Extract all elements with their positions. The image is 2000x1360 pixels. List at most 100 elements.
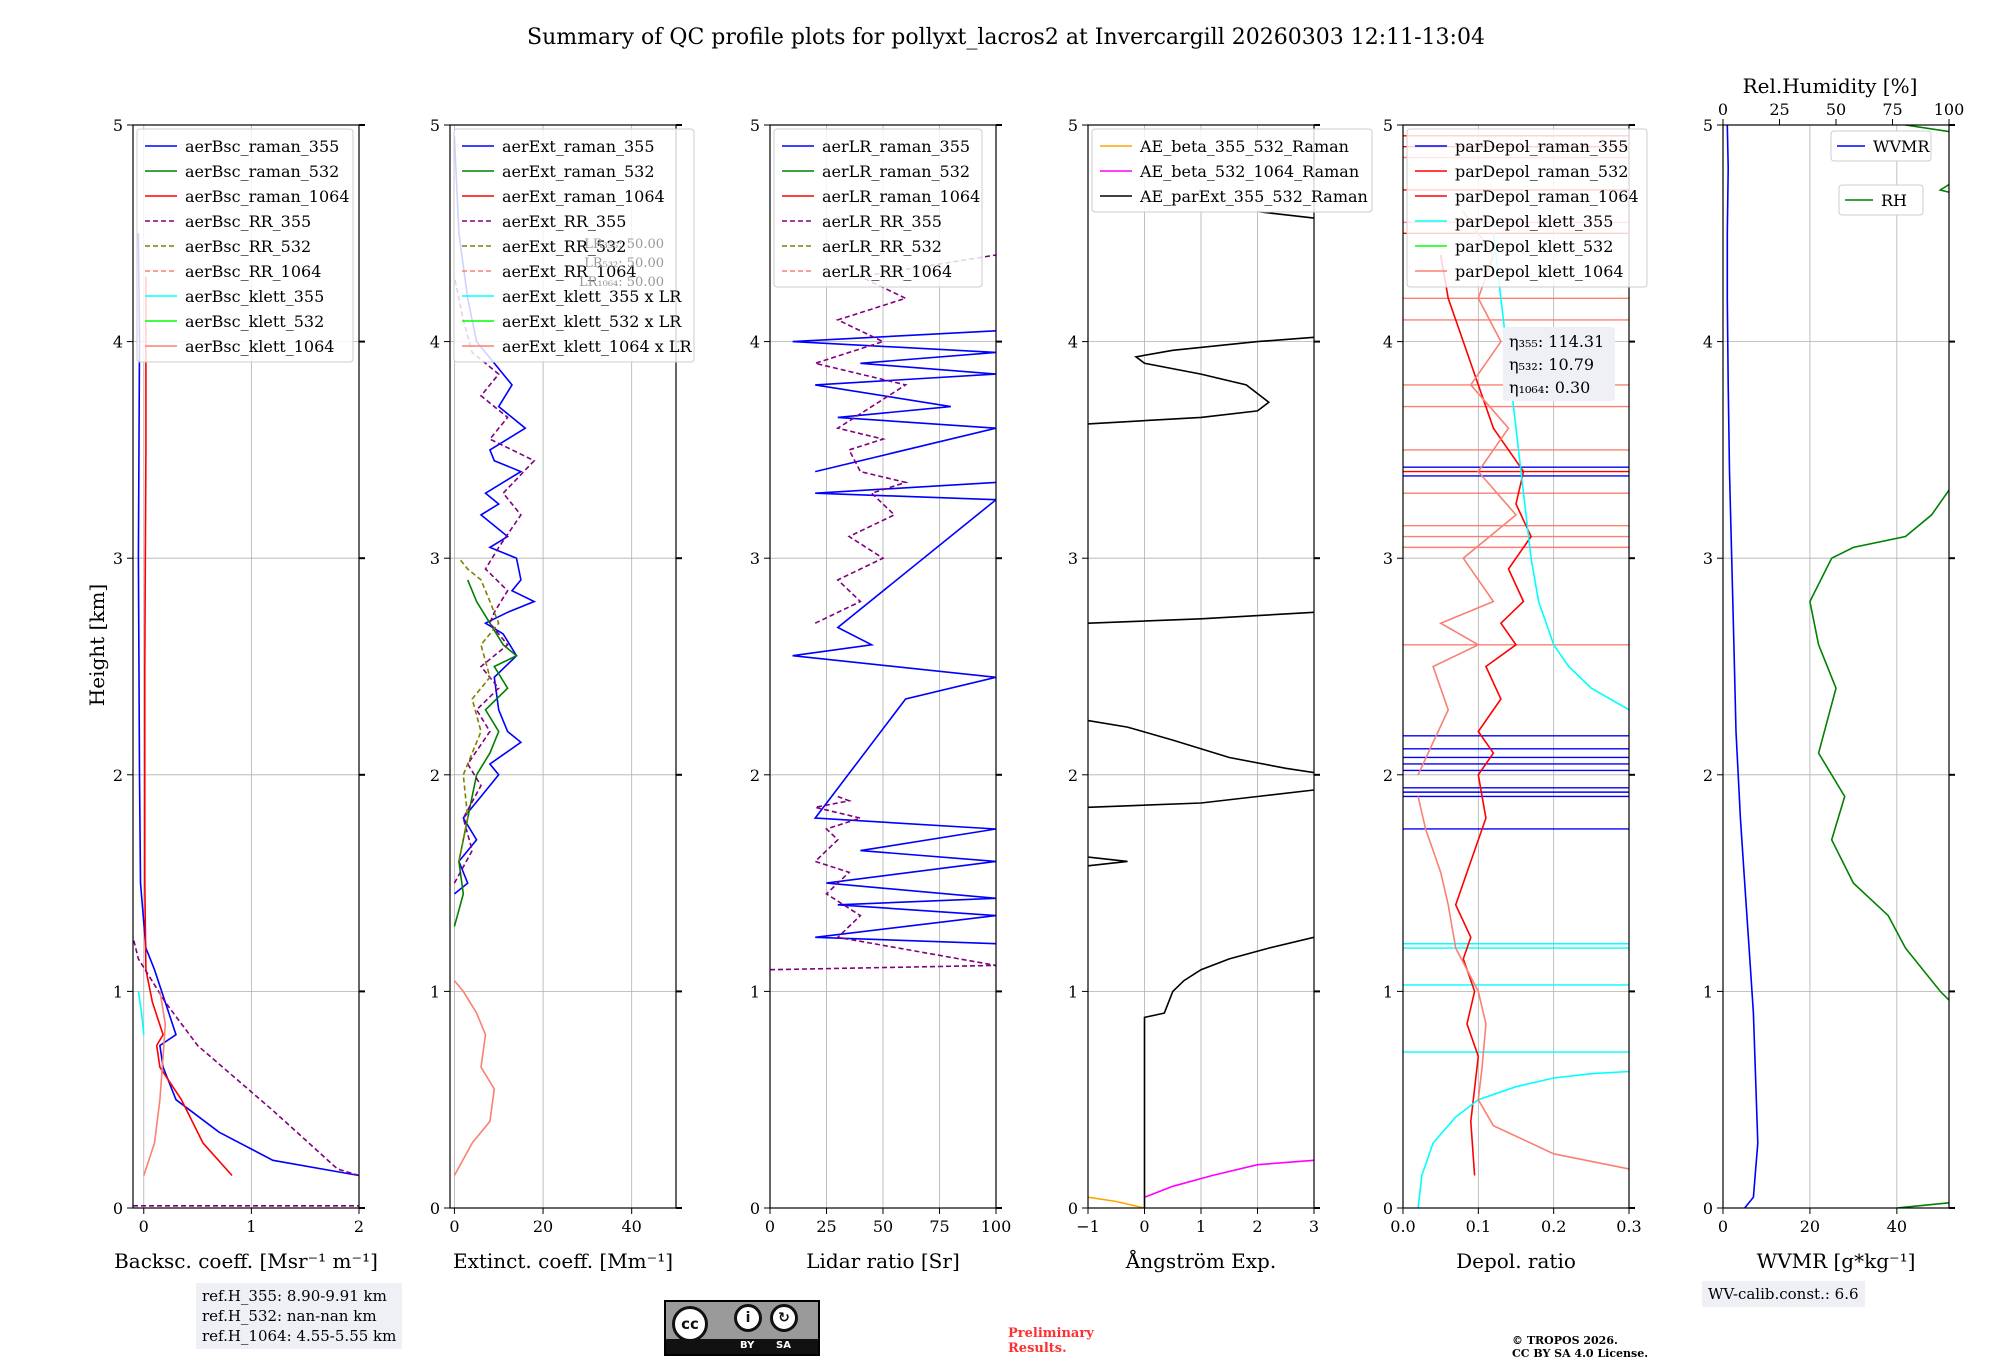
xtick-label: 0.0 bbox=[1390, 1217, 1415, 1236]
ytick-label-4: 4 bbox=[113, 333, 123, 352]
legend-entry: aerExt_klett_1064 x LR bbox=[502, 337, 692, 356]
legend-entry: aerExt_raman_1064 bbox=[502, 187, 665, 206]
cc-license-badge: cc i ↻ BY SA bbox=[664, 1300, 820, 1356]
legend: aerBsc_raman_355 aerBsc_raman_532 aerBsc_r… bbox=[136, 128, 354, 363]
lr-label: LR₅₃₂: 50.00 bbox=[584, 256, 664, 271]
legend-entry: aerLR_RR_1064 bbox=[822, 262, 952, 281]
xtick-label: 25 bbox=[816, 1217, 836, 1236]
eta-label: η₁₀₆₄: 0.30 bbox=[1509, 378, 1590, 397]
legend-entry: aerExt_klett_532 x LR bbox=[502, 312, 682, 331]
y-axis-label: Height [km] bbox=[85, 584, 109, 706]
legend-entry: RH bbox=[1881, 191, 1907, 210]
ytick-label-0: 0 bbox=[430, 1199, 440, 1218]
legend-entry: parDepol_klett_355 bbox=[1455, 212, 1613, 231]
legend-entry: aerExt_raman_355 bbox=[502, 137, 655, 156]
x-axis-label: Lidar ratio [Sr] bbox=[806, 1249, 960, 1273]
legend-entry: aerBsc_raman_532 bbox=[185, 162, 339, 181]
series-WVMR bbox=[1726, 125, 1759, 1208]
axes-frame bbox=[1402, 124, 1630, 1209]
figure-title: Summary of QC profile plots for pollyxt_… bbox=[527, 25, 1485, 50]
ytick-label-3: 3 bbox=[430, 549, 440, 568]
ytick-label-1: 1 bbox=[113, 982, 123, 1001]
x-axis-label: WVMR [g*kg⁻¹] bbox=[1757, 1249, 1916, 1273]
ytick-label-2: 2 bbox=[113, 766, 123, 785]
preliminary-line-2: Results. bbox=[1008, 1341, 1067, 1356]
top-xtick-label: 0 bbox=[1718, 100, 1728, 119]
legend-entry: aerBsc_klett_1064 bbox=[185, 337, 334, 356]
legend-entry: aerBsc_RR_355 bbox=[185, 212, 311, 231]
ytick-label-3: 3 bbox=[1068, 549, 1078, 568]
panel-1: 0 1 2 3 4 5 0 1 2 Backsc. coeff. [Msr⁻¹ m⁻¹] aerBs… bbox=[113, 116, 378, 1273]
copyright-note: © TROPOS 2026. CC BY SA 4.0 License. bbox=[1512, 1334, 1648, 1360]
legend-entry: aerLR_raman_1064 bbox=[822, 187, 980, 206]
cc-logo-icon: cc bbox=[672, 1306, 708, 1342]
ytick-label-4: 4 bbox=[1068, 333, 1078, 352]
ytick-label-2: 2 bbox=[750, 766, 760, 785]
legend-box bbox=[136, 128, 354, 363]
ytick-label-5: 5 bbox=[430, 116, 440, 135]
ref-h-532: ref.H_532: nan-nan km bbox=[202, 1307, 377, 1325]
ytick-label-2: 2 bbox=[1383, 766, 1393, 785]
xtick-label: 40 bbox=[1887, 1217, 1907, 1236]
preliminary-results-note: Preliminary Results. bbox=[1008, 1326, 1094, 1356]
xtick-label: 0 bbox=[765, 1217, 775, 1236]
legend-entry: aerBsc_klett_355 bbox=[185, 287, 324, 306]
axes-frame bbox=[132, 124, 360, 1209]
ytick-label-5: 5 bbox=[750, 116, 760, 135]
legend-entry: parDepol_raman_355 bbox=[1455, 137, 1628, 156]
series-aerExt_RR_532 bbox=[458, 557, 500, 862]
eta-box bbox=[1503, 327, 1615, 401]
series-AE_parExt_355_532_Raman bbox=[1088, 856, 1128, 867]
xtick-label: 20 bbox=[533, 1217, 553, 1236]
cc-sa-text: SA bbox=[776, 1340, 791, 1351]
top-xtick-label: 50 bbox=[1826, 100, 1846, 119]
wv-calibration-box: WV-calib.const.: 6.6 bbox=[1702, 1281, 1865, 1307]
legend-entry: aerBsc_raman_1064 bbox=[185, 187, 350, 206]
series-aerExt_RR_355 bbox=[453, 276, 536, 884]
xtick-label: 0 bbox=[449, 1217, 459, 1236]
series-AE_beta_532_1064_Raman bbox=[1144, 1159, 1314, 1198]
xtick-label: −1 bbox=[1076, 1217, 1100, 1236]
x-axis-label: Backsc. coeff. [Msr⁻¹ m⁻¹] bbox=[114, 1249, 378, 1273]
ytick-label-4: 4 bbox=[750, 333, 760, 352]
legend-entry: aerLR_raman_532 bbox=[822, 162, 970, 181]
xtick-label: 0.2 bbox=[1541, 1217, 1566, 1236]
series-aerLR_raman_355 bbox=[792, 481, 996, 945]
series-aerBsc_raman_1064 bbox=[144, 276, 233, 1177]
ytick-label-3: 3 bbox=[1383, 549, 1393, 568]
legend-box bbox=[1830, 130, 1932, 162]
eta-label: η₅₃₂: 10.79 bbox=[1509, 355, 1594, 374]
legend-entry: parDepol_raman_532 bbox=[1455, 162, 1628, 181]
panel-5: 0 1 2 3 4 5 0.0 0.1 0.2 0.3 Depol. ratio parDepol_r… bbox=[1383, 116, 1648, 1273]
ytick-label-4: 4 bbox=[430, 333, 440, 352]
legend-entry: aerBsc_raman_355 bbox=[185, 137, 339, 156]
xtick-label: 0 bbox=[1139, 1217, 1149, 1236]
series-AE_parExt_355_532_Raman bbox=[1088, 789, 1314, 809]
legend: aerLR_raman_355 aerLR_raman_532 aerLR_rama… bbox=[773, 128, 983, 288]
ytick-label-1: 1 bbox=[750, 982, 760, 1001]
legend-entry: aerExt_RR_1064 bbox=[502, 262, 637, 281]
legend-entry: aerBsc_klett_532 bbox=[185, 312, 324, 331]
ytick-label-5: 5 bbox=[1068, 116, 1078, 135]
xtick-label: 40 bbox=[622, 1217, 642, 1236]
ref-h-1064: ref.H_1064: 4.55-5.55 km bbox=[202, 1327, 397, 1345]
ytick-label-5: 5 bbox=[1383, 116, 1393, 135]
ytick-label-2: 2 bbox=[1703, 766, 1713, 785]
ytick-label-1: 1 bbox=[1068, 982, 1078, 1001]
legend-entry: aerExt_RR_532 bbox=[502, 237, 626, 256]
xtick-label: 1 bbox=[246, 1217, 256, 1236]
copyright-line-1: © TROPOS 2026. bbox=[1512, 1334, 1618, 1347]
legend-entry: aerBsc_RR_532 bbox=[185, 237, 311, 256]
ytick-label-2: 2 bbox=[430, 766, 440, 785]
legend-entry: AE_beta_532_1064_Raman bbox=[1139, 162, 1359, 181]
xtick-label: 100 bbox=[981, 1217, 1012, 1236]
top-xtick-label: 100 bbox=[1934, 100, 1965, 119]
copyright-line-2: CC BY SA 4.0 License. bbox=[1512, 1347, 1649, 1360]
legend-box bbox=[1838, 184, 1924, 216]
legend-entry: AE_parExt_355_532_Raman bbox=[1139, 187, 1368, 206]
lr-label: LR₃₅₅: 50.00 bbox=[584, 237, 664, 252]
series-aerBsc_raman_355 bbox=[137, 233, 359, 1177]
xtick-label: 3 bbox=[1309, 1217, 1319, 1236]
